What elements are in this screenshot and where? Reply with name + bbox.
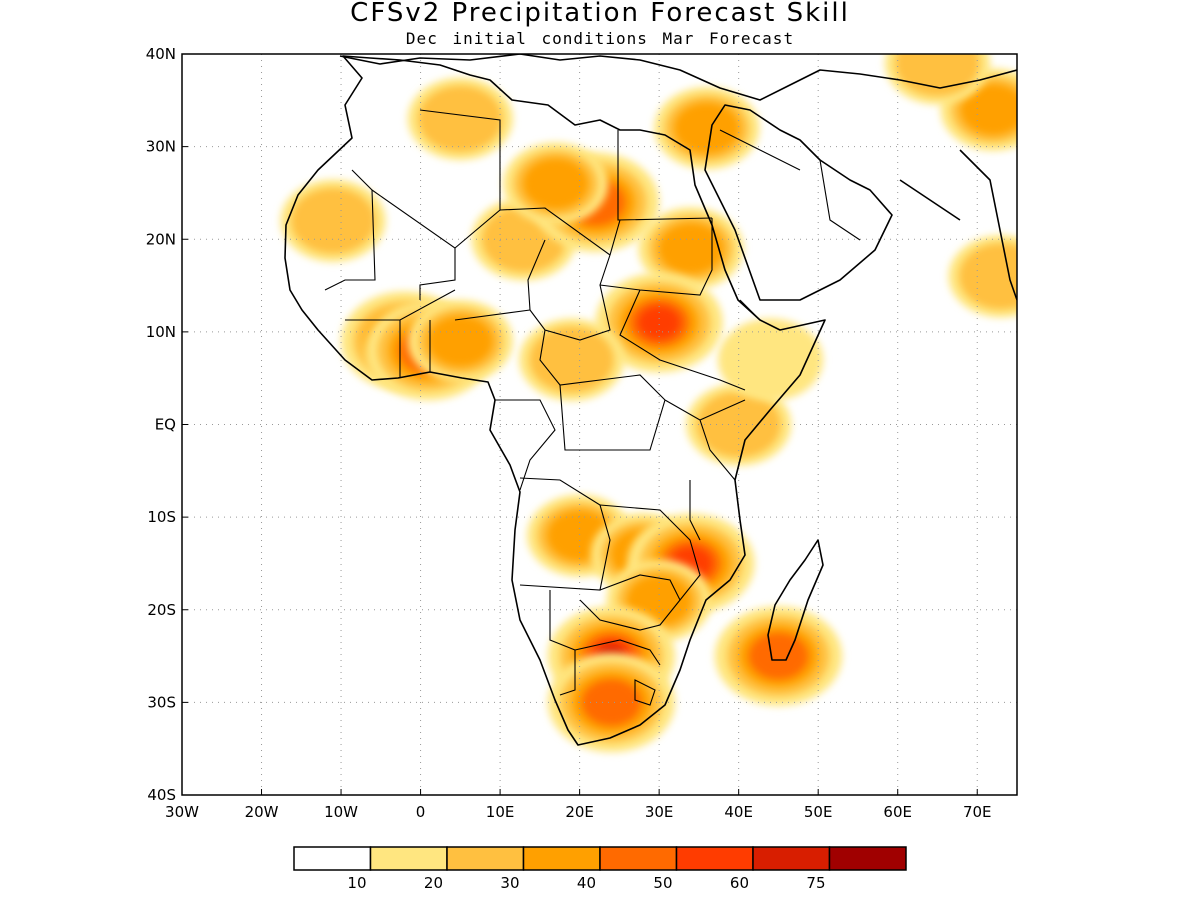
chart-subtitle: Dec initial conditions Mar Forecast <box>405 29 795 48</box>
skill-region <box>658 222 724 275</box>
x-tick-label: 20W <box>245 803 279 821</box>
skill-region <box>748 632 809 680</box>
colorbar-label: 30 <box>500 874 519 892</box>
skill-region <box>291 187 376 254</box>
y-tick-label: 10N <box>146 323 176 341</box>
colorbar-swatch <box>599 846 678 871</box>
colorbar-label: 20 <box>424 874 443 892</box>
x-tick-label: 30E <box>645 803 674 821</box>
x-tick-label: 20E <box>565 803 594 821</box>
skill-region <box>523 158 589 210</box>
x-tick-label: 60E <box>883 803 912 821</box>
skill-shading <box>280 54 1017 753</box>
colorbar-swatch <box>446 846 525 871</box>
colorbar-swatch <box>522 846 601 871</box>
skill-region <box>529 326 614 393</box>
colorbar: 10 20 30 40 50 60 75 <box>293 846 907 892</box>
skill-region <box>418 85 503 152</box>
skill-region <box>427 315 494 367</box>
chart-title: CFSv2 Precipitation Forecast Skill <box>350 0 850 28</box>
y-tick-label: 20S <box>147 601 176 619</box>
y-tick-label: 30N <box>146 138 176 156</box>
y-tick-label: 20N <box>146 230 176 248</box>
colorbar-label: 75 <box>806 874 825 892</box>
y-tick-label: 30S <box>147 693 176 711</box>
skill-region <box>674 102 740 154</box>
x-tick-label: 70E <box>963 803 992 821</box>
skill-region <box>960 84 1017 136</box>
country-borders <box>324 109 861 706</box>
colorbar-swatch <box>293 846 372 871</box>
skill-region <box>638 306 681 340</box>
y-tick-label: EQ <box>155 416 176 434</box>
skill-region <box>717 318 824 401</box>
colorbar-label: 60 <box>730 874 749 892</box>
skill-region <box>696 391 781 458</box>
colorbar-label: 50 <box>653 874 672 892</box>
skill-region <box>959 243 1017 310</box>
colorbar-swatch <box>828 846 907 871</box>
y-tick-label: 10S <box>147 508 176 526</box>
colorbar-swatch <box>752 846 831 871</box>
x-tick-label: 0 <box>416 803 426 821</box>
x-tick-label: 10E <box>486 803 515 821</box>
x-tick-label: 10W <box>324 803 358 821</box>
x-tick-label: 50E <box>804 803 833 821</box>
skill-region <box>895 54 980 97</box>
colorbar-swatch <box>369 846 448 871</box>
y-tick-label: 40N <box>146 45 176 63</box>
y-tick-label: 40S <box>147 786 176 804</box>
colorbar-swatch <box>675 846 754 871</box>
coastlines <box>284 54 1017 746</box>
colorbar-label: 40 <box>577 874 596 892</box>
x-tick-label: 40E <box>724 803 753 821</box>
skill-region <box>581 679 642 726</box>
x-tick-label: 30W <box>165 803 199 821</box>
y-axis: 40N 30N 20N 10N EQ 10S 20S 30S 40S <box>146 45 188 804</box>
colorbar-label: 10 <box>347 874 366 892</box>
x-axis: 30W 20W 10W 0 10E 20E 30E 40E 50E 60E 70E <box>165 789 992 821</box>
